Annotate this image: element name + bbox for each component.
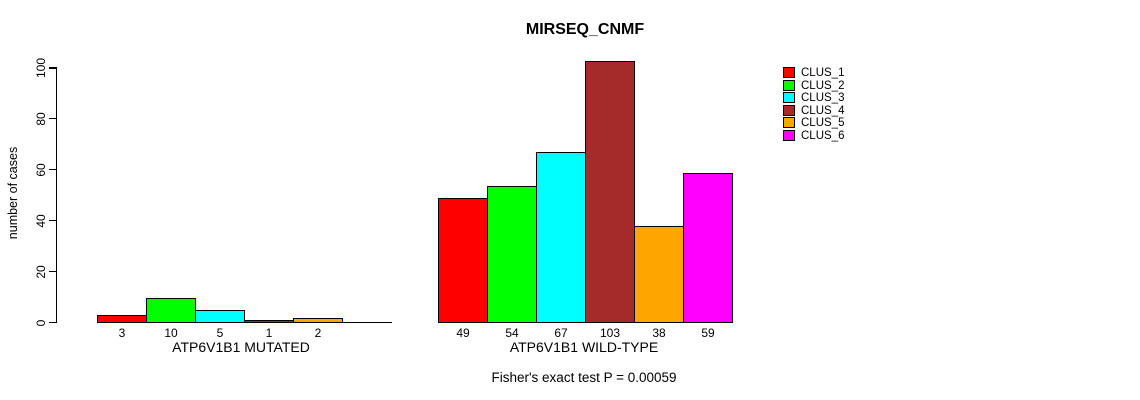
y-axis-tick-label: 100 <box>34 57 48 79</box>
y-axis-tick <box>49 271 56 273</box>
legend-color-swatch-clus_1 <box>783 67 795 78</box>
group-label-mutated: ATP6V1B1 MUTATED <box>172 339 310 355</box>
y-axis-tick-label: 20 <box>34 264 48 279</box>
y-axis-tick <box>49 67 56 69</box>
y-axis-line <box>56 67 58 323</box>
bar-clus_1-group2 <box>438 197 488 323</box>
group-label-wild-type: ATP6V1B1 WILD-TYPE <box>509 339 659 355</box>
bar-clus_4-group2 <box>585 60 635 323</box>
bar-clus_3-group1 <box>195 309 245 323</box>
bar-value-label: 49 <box>456 325 470 340</box>
bar-value-label: 3 <box>118 325 126 340</box>
legend-color-swatch-clus_6 <box>783 130 795 141</box>
bar-clus_3-group2 <box>536 151 586 323</box>
y-axis-tick-label: 0 <box>34 319 48 326</box>
legend-label-clus_4: CLUS_4 <box>801 104 845 117</box>
bar-clus_4-group1 <box>244 319 294 323</box>
bar-clus_2-group1 <box>146 297 196 323</box>
legend-label-clus_1: CLUS_1 <box>801 67 845 79</box>
bar-value-label: 1 <box>265 325 273 340</box>
y-axis-tick-label: 40 <box>34 214 48 228</box>
bar-value-label: 38 <box>652 325 666 340</box>
bar-value-label: 54 <box>505 325 519 340</box>
bar-clus_2-group2 <box>487 185 537 323</box>
bar-clus_6-group2 <box>683 172 733 323</box>
y-axis-tick-label: 80 <box>34 112 48 126</box>
bar-value-label: 10 <box>164 325 178 340</box>
bar-value-label: 67 <box>554 325 568 340</box>
legend-color-swatch-clus_3 <box>783 92 795 104</box>
legend-label-clus_2: CLUS_2 <box>801 79 845 92</box>
legend-color-swatch-clus_4 <box>783 104 795 116</box>
bar-clus_1-group1 <box>97 314 147 323</box>
y-axis-tick-label: 60 <box>34 163 48 177</box>
legend-color-swatch-clus_2 <box>783 79 795 91</box>
legend-label-clus_3: CLUS_3 <box>801 92 845 105</box>
legend-color-swatch-clus_5 <box>783 117 795 129</box>
y-axis-label: number of cases <box>6 146 20 240</box>
bar-value-label: 2 <box>314 325 322 340</box>
y-axis-tick <box>49 118 56 120</box>
bar-value-label: 59 <box>701 325 715 340</box>
bar-clus_5-group1 <box>293 317 343 323</box>
bar-clus_5-group2 <box>634 225 684 323</box>
y-axis-tick <box>49 220 56 222</box>
bar-value-label: 5 <box>216 325 224 340</box>
fisher-test-annotation: Fisher's exact test P = 0.00059 <box>491 370 677 385</box>
bar-value-label: 103 <box>599 325 621 340</box>
y-axis-tick <box>49 169 56 171</box>
chart-title: MIRSEQ_CNMF <box>525 21 645 38</box>
legend-label-clus_6: CLUS_6 <box>801 130 845 142</box>
legend-label-clus_5: CLUS_5 <box>801 117 845 130</box>
y-axis-tick <box>49 321 56 324</box>
